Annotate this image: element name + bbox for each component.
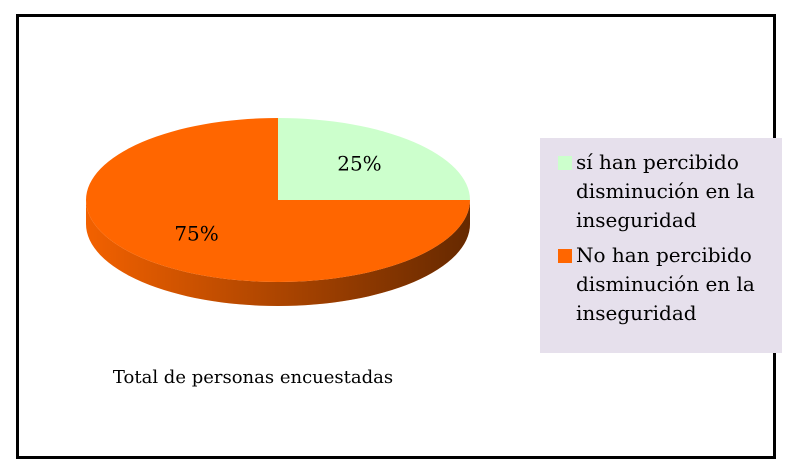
legend-label: No han percibido disminución en la inseg… [576,243,755,325]
legend-label: sí han percibido disminución en la inseg… [576,150,755,232]
chart-title: Total de personas encuestadas [113,367,393,388]
legend-entry: No han percibido disminución en la inseg… [558,241,782,328]
legend: sí han percibido disminución en la inseg… [540,138,782,353]
pie-side-shade [86,200,470,306]
legend-entry: sí han percibido disminución en la inseg… [558,148,782,235]
data-label: 25% [337,152,381,176]
data-label: 75% [174,221,218,245]
pie-slice [278,118,470,200]
legend-swatch [558,249,572,263]
legend-swatch [558,156,572,170]
pie-slice [86,118,470,282]
